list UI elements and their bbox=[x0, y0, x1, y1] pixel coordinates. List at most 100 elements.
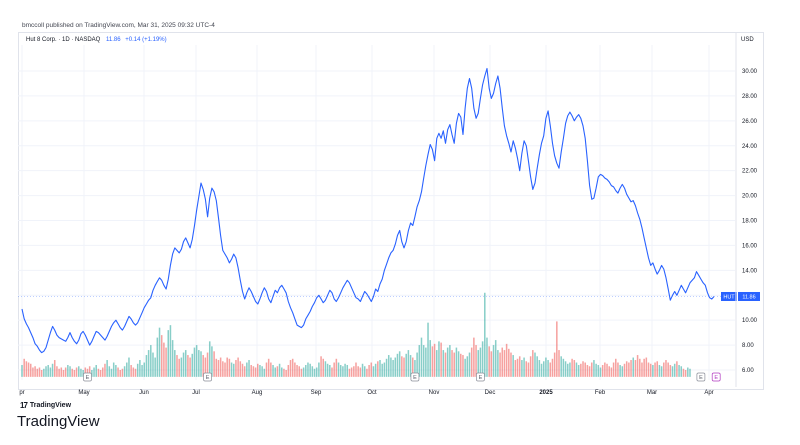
volume-bar bbox=[580, 363, 582, 377]
volume-bar bbox=[230, 362, 233, 377]
volume-bar bbox=[619, 365, 621, 377]
earnings-marker-icon bbox=[410, 372, 420, 382]
volume-bar bbox=[523, 357, 525, 377]
volume-bar bbox=[204, 357, 207, 377]
volume-bar bbox=[676, 361, 678, 377]
volume-bar bbox=[270, 362, 272, 377]
volume-bar bbox=[436, 350, 438, 377]
volume-bar bbox=[58, 368, 60, 377]
volume-bar bbox=[521, 360, 523, 377]
earnings-marker-label: E bbox=[699, 375, 703, 381]
volume-bar bbox=[106, 360, 108, 377]
volume-bar bbox=[643, 358, 645, 377]
volume-bar bbox=[215, 358, 218, 377]
volume-bar bbox=[632, 357, 634, 377]
volume-bar bbox=[601, 365, 604, 377]
publisher-line: bmccoll published on TradingView.com, Ma… bbox=[22, 22, 215, 29]
volume-bar bbox=[102, 367, 104, 377]
volume-bar bbox=[368, 365, 370, 377]
volume-bar bbox=[156, 337, 159, 377]
volume-bar bbox=[394, 357, 397, 377]
volume-bar bbox=[383, 362, 386, 377]
volume-bar bbox=[652, 365, 654, 377]
y-tick-label: 18.00 bbox=[742, 219, 758, 225]
volume-bar bbox=[593, 360, 595, 377]
volume-bar bbox=[64, 367, 67, 377]
volume-bar bbox=[442, 350, 445, 377]
y-tick-label: 14.00 bbox=[742, 268, 758, 274]
volume-bar bbox=[40, 370, 43, 377]
volume-bar bbox=[318, 362, 320, 377]
volume-bar bbox=[254, 367, 257, 377]
volume-bar bbox=[180, 357, 183, 377]
volume-bar bbox=[191, 353, 194, 377]
volume-bar bbox=[71, 368, 73, 377]
volume-bar bbox=[265, 362, 268, 377]
volume-bar bbox=[381, 363, 383, 377]
volume-bar bbox=[562, 358, 565, 377]
volume-bar bbox=[484, 292, 486, 377]
y-tick-label: 10.00 bbox=[742, 318, 758, 324]
volume-bar bbox=[23, 358, 25, 377]
volume-bar bbox=[329, 365, 331, 377]
volume-bar bbox=[56, 366, 58, 377]
volume-bar bbox=[287, 365, 290, 377]
volume-bar bbox=[49, 367, 52, 377]
volume-bar bbox=[132, 367, 135, 377]
y-tick-label: 28.00 bbox=[742, 94, 758, 100]
chart-frame bbox=[18, 32, 764, 390]
tradingview-mini-text: TradingView bbox=[29, 402, 72, 409]
symbol-name: Hut 8 Corp. · 1D · NASDAQ bbox=[26, 37, 101, 43]
y-tick-label: 8.00 bbox=[742, 343, 754, 349]
volume-bar bbox=[628, 362, 630, 377]
volume-bar bbox=[449, 345, 451, 377]
volume-bar bbox=[43, 368, 45, 377]
symbol-legend: Hut 8 Corp. · 1D · NASDAQ 11.86 +0.14 (+… bbox=[26, 37, 167, 43]
y-tick-label: 16.00 bbox=[742, 243, 758, 249]
volume-bar bbox=[67, 365, 69, 377]
volume-bar bbox=[226, 357, 228, 377]
volume-bar bbox=[673, 363, 676, 377]
volume-bar bbox=[331, 367, 333, 377]
volume-bar bbox=[112, 362, 115, 377]
volume-bar bbox=[571, 358, 573, 377]
earnings-marker-icon bbox=[696, 372, 706, 382]
volume-bar bbox=[45, 366, 47, 377]
y-tick-label: 24.00 bbox=[742, 144, 758, 150]
volume-bar bbox=[590, 362, 593, 377]
volume-bar bbox=[333, 362, 335, 377]
volume-bar bbox=[117, 367, 119, 377]
volume-bar bbox=[398, 351, 401, 377]
x-tick-label: Aug bbox=[252, 390, 263, 396]
symbol-tag-text: HUT bbox=[723, 294, 735, 300]
volume-bar bbox=[536, 356, 538, 377]
volume-bar bbox=[372, 366, 375, 377]
volume-bar bbox=[671, 366, 674, 377]
volume-bar bbox=[237, 357, 239, 377]
volume-bar bbox=[446, 347, 449, 377]
volume-bar bbox=[274, 367, 276, 377]
volume-bar bbox=[639, 358, 641, 377]
volume-bar bbox=[538, 360, 541, 377]
volume-bar bbox=[427, 322, 429, 377]
volume-bar bbox=[198, 350, 200, 377]
volume-bar bbox=[556, 321, 558, 377]
earnings-marker-icon bbox=[711, 372, 721, 382]
volume-bar bbox=[324, 361, 327, 377]
volume-bar bbox=[466, 356, 469, 377]
earnings-marker-label: E bbox=[86, 375, 90, 381]
volume-bar bbox=[150, 345, 152, 377]
volume-bar bbox=[104, 363, 106, 377]
volume-bar bbox=[422, 345, 425, 377]
volume-bar bbox=[689, 368, 691, 377]
volume-bar bbox=[604, 362, 606, 377]
volume-bar bbox=[481, 341, 484, 377]
volume-bar bbox=[577, 365, 580, 377]
volume-bar bbox=[53, 360, 56, 377]
volume-bar bbox=[669, 365, 672, 377]
volume-bar bbox=[687, 367, 689, 377]
volume-bar bbox=[60, 367, 63, 377]
volume-bar bbox=[36, 368, 39, 377]
volume-bar bbox=[27, 362, 30, 377]
